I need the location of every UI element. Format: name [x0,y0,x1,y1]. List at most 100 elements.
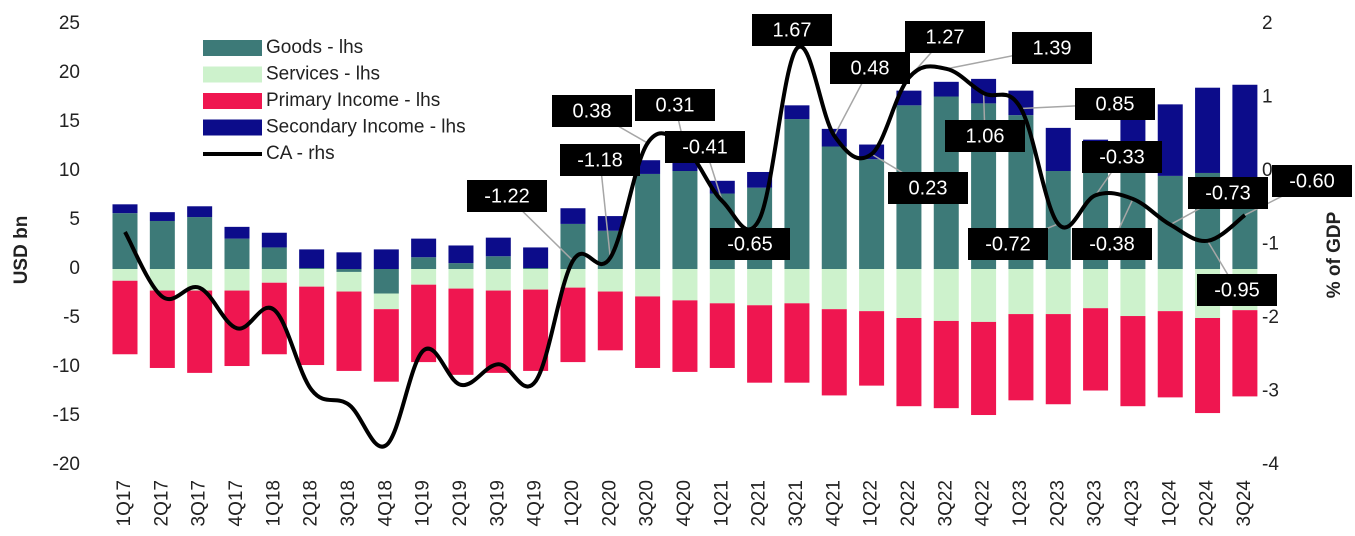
label-box [710,228,790,260]
x-tick-label: 1Q17 [114,480,135,526]
data-label: 1.06 [966,125,1005,147]
bar [635,160,661,174]
bar [747,305,773,383]
x-tick-label: 2Q23 [1047,480,1068,526]
bar [448,263,474,269]
x-tick-label: 2Q19 [450,480,471,526]
data-label: -0.41 [682,136,728,158]
legend-label: CA - rhs [266,143,335,164]
x-tick-label: 4Q17 [226,480,247,526]
bar [709,269,735,304]
bar [635,173,661,269]
label-box [467,180,547,212]
x-tick-label: 3Q22 [935,480,956,526]
x-tick-label: 4Q21 [823,480,844,526]
y-tick-label: 0 [69,258,80,279]
bar [821,269,847,310]
bar [299,269,325,287]
data-label: 0.48 [851,57,890,79]
label-box [1272,165,1352,197]
x-tick-label: 4Q18 [375,480,396,526]
y2-tick-label: -3 [1262,381,1279,402]
bar [1120,316,1146,407]
legend-swatch [203,66,262,83]
bar [1008,269,1034,315]
bar [224,269,250,291]
bar [448,245,474,264]
y2-tick-label: -4 [1262,454,1279,475]
label-box [968,228,1048,260]
bar [448,288,474,375]
data-label: -0.65 [727,233,773,255]
bar [299,268,325,269]
bar [1157,311,1183,398]
bar [112,213,138,269]
bar [1045,269,1071,315]
x-tick-label: 4Q23 [1122,480,1143,526]
bar [635,269,661,297]
bar [523,268,549,269]
bar [896,269,922,318]
x-tick-label: 1Q18 [263,480,284,526]
bar [224,238,250,269]
bar [597,216,623,231]
label-box [665,131,745,163]
bar [672,269,698,301]
bar [112,280,138,355]
x-tick-label: 2Q22 [898,480,919,526]
bar [859,159,885,269]
bar [149,220,175,269]
y2-tick-label: -1 [1262,234,1279,255]
x-tick-label: 1Q20 [562,480,583,526]
label-box [830,52,910,84]
data-label: 0.23 [909,177,948,199]
legend-swatch [203,119,262,136]
data-label: -0.60 [1289,170,1335,192]
y-tick-label: 25 [59,13,80,34]
bar [523,269,549,290]
bar [1195,318,1221,414]
data-label: 0.85 [1096,93,1135,115]
x-tick-label: 2Q24 [1197,480,1218,527]
bar [523,247,549,269]
leader-line [599,159,612,258]
bar [971,269,997,322]
bar [336,291,362,371]
bar [597,291,623,351]
bar [149,269,175,291]
data-label: 1.67 [773,19,812,41]
bar [411,257,437,269]
bar [411,269,437,285]
label-box [1197,274,1277,306]
bar [261,282,287,355]
data-label: -0.33 [1099,146,1145,168]
bar [149,290,175,368]
y2-axis-label: % of GDP [1324,211,1345,298]
bar [859,311,885,386]
legend-label: Goods - lhs [266,37,363,58]
x-tick-label: 1Q24 [1159,480,1180,527]
bar [1120,269,1146,317]
bar [411,238,437,258]
bar [336,269,362,272]
bar [1083,308,1109,391]
bar [187,217,213,269]
bar [933,320,959,409]
bar [971,321,997,416]
x-tick-label: 3Q23 [1085,480,1106,526]
bar [1045,171,1071,269]
x-tick-label: 3Q24 [1234,480,1255,527]
label-box [888,172,968,204]
label-box [1075,88,1155,120]
bar [373,309,399,382]
x-tick-label: 3Q18 [338,480,359,526]
bar [149,212,175,221]
bar [747,269,773,306]
bar [187,206,213,218]
bar [709,303,735,368]
data-label: -1.22 [484,185,530,207]
bar [1045,314,1071,405]
data-label: -1.18 [577,149,623,171]
bar [747,171,773,188]
